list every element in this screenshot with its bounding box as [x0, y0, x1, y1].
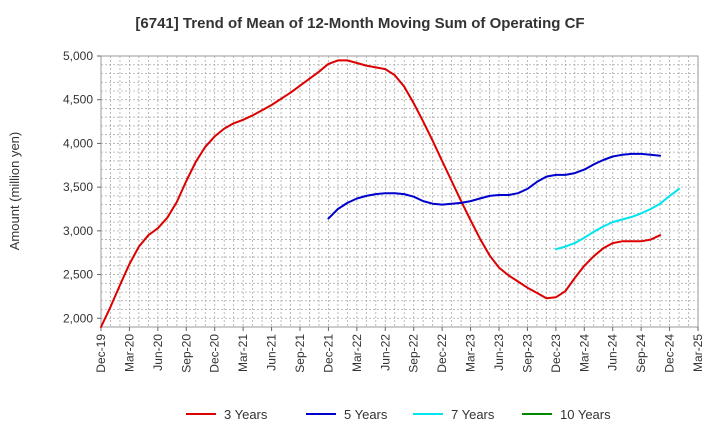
x-axis-ticks: Dec-19 Mar-20 Jun-20 Sep-20 Dec-20 Mar-21 Jun-… — [94, 327, 705, 373]
x-tick-label: Dec-19 — [94, 334, 108, 373]
plot-border — [100, 55, 699, 328]
legend-label-5-years: 5 Years — [344, 407, 388, 422]
x-tick-label: Jun-23 — [492, 334, 506, 371]
x-tick-label: Dec-22 — [435, 334, 449, 373]
x-tick-label: Sep-20 — [179, 334, 193, 373]
x-tick-label: Mar-21 — [236, 334, 250, 372]
x-tick-label: Dec-20 — [208, 334, 222, 373]
y-tick-label: 4,000 — [63, 136, 93, 150]
y-tick-label: 3,500 — [63, 180, 93, 194]
plot-area — [100, 55, 699, 328]
legend-label-3-years: 3 Years — [224, 407, 268, 422]
legend: 3 Years 5 Years 7 Years 10 Years — [186, 407, 611, 422]
y-axis-ticks: 2,000 2,500 3,000 3,500 4,000 4,500 5,000 — [63, 49, 101, 325]
series-line-7-years — [554, 187, 680, 251]
series-line-5-years — [327, 152, 662, 220]
x-tick-label: Mar-24 — [577, 334, 591, 372]
y-tick-label: 2,500 — [63, 268, 93, 282]
y-axis-label: Amount (million yen) — [7, 132, 22, 251]
x-tick-label: Mar-22 — [350, 334, 364, 372]
legend-label-7-years: 7 Years — [451, 407, 495, 422]
series-line-3-years — [100, 59, 662, 328]
x-tick-label: Dec-23 — [549, 334, 563, 373]
x-tick-label: Dec-21 — [321, 334, 335, 373]
x-tick-label: Sep-24 — [634, 334, 648, 373]
x-tick-label: Sep-22 — [407, 334, 421, 373]
chart-title: [6741] Trend of Mean of 12-Month Moving … — [135, 15, 584, 32]
x-tick-label: Mar-20 — [122, 334, 136, 372]
x-tick-label: Jun-24 — [606, 334, 620, 371]
legend-label-10-years: 10 Years — [560, 407, 611, 422]
grid-lines — [101, 56, 698, 327]
x-tick-label: Jun-21 — [265, 334, 279, 371]
y-tick-label: 4,500 — [63, 93, 93, 107]
x-tick-label: Dec-24 — [663, 334, 677, 373]
y-tick-label: 3,000 — [63, 224, 93, 238]
x-tick-label: Jun-22 — [378, 334, 392, 371]
x-tick-label: Jun-20 — [151, 334, 165, 371]
x-tick-label: Mar-25 — [691, 334, 705, 372]
x-tick-label: Sep-21 — [293, 334, 307, 373]
y-tick-label: 5,000 — [63, 49, 93, 63]
x-tick-label: Sep-23 — [520, 334, 534, 373]
x-tick-label: Mar-23 — [464, 334, 478, 372]
series-lines — [100, 59, 680, 328]
y-tick-label: 2,000 — [63, 311, 93, 325]
